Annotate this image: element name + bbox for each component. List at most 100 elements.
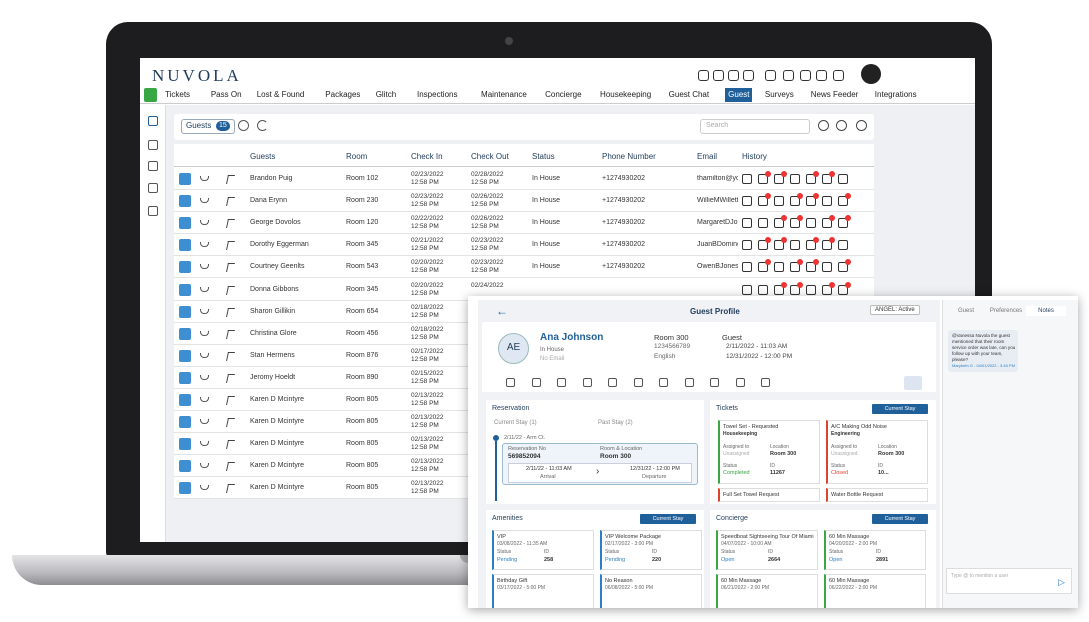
history-icon[interactable] (758, 196, 768, 207)
toolbar-icon[interactable] (836, 120, 847, 131)
column-header[interactable]: Status (532, 152, 555, 161)
history-icon[interactable] (790, 218, 800, 229)
row-checkbox[interactable] (179, 394, 191, 406)
history-icon[interactable] (742, 240, 752, 251)
panel-tab[interactable]: Guest (957, 308, 974, 314)
ticket-card[interactable] (826, 488, 928, 502)
sidebar-icon[interactable] (148, 161, 158, 171)
table-row[interactable] (174, 191, 874, 213)
item-card[interactable] (824, 530, 926, 570)
sidebar-icon[interactable] (148, 140, 158, 150)
sidebar-icon[interactable] (148, 183, 158, 193)
history-icon[interactable] (774, 196, 784, 207)
row-checkbox[interactable] (179, 239, 191, 252)
profile-action-icon[interactable] (659, 378, 668, 387)
table-row[interactable] (174, 257, 874, 279)
history-icon[interactable] (774, 284, 784, 295)
panel-tab[interactable]: Notes (1026, 306, 1066, 316)
history-icon[interactable] (774, 262, 784, 273)
nav-item[interactable]: Integrations (874, 90, 917, 99)
history-icon[interactable] (790, 240, 800, 251)
row-checkbox[interactable] (179, 327, 191, 340)
table-row[interactable] (174, 213, 874, 235)
item-card[interactable] (600, 574, 702, 608)
row-checkbox[interactable] (179, 261, 191, 274)
profile-action-icon[interactable] (684, 378, 694, 387)
history-icon[interactable] (742, 262, 752, 273)
nav-item[interactable]: Lost & Found (256, 90, 305, 99)
profile-action-icon[interactable] (633, 378, 643, 387)
header-icon[interactable] (800, 70, 811, 81)
history-icon[interactable] (838, 218, 848, 229)
nav-item[interactable]: Glitch (375, 90, 397, 99)
history-icon[interactable] (822, 240, 832, 251)
header-icon[interactable] (833, 70, 844, 81)
history-icon[interactable] (774, 218, 784, 229)
history-icon[interactable] (790, 284, 800, 295)
column-header[interactable]: History (742, 152, 767, 161)
agent-status[interactable]: ANGEL: Active (870, 305, 920, 315)
current-stay-button[interactable]: Current Stay (872, 404, 928, 414)
history-icon[interactable] (758, 174, 768, 184)
nav-item[interactable]: Housekeeping (600, 90, 652, 99)
nav-item[interactable]: Inspections (417, 90, 458, 99)
table-row[interactable] (174, 169, 874, 190)
profile-action-icon[interactable] (761, 378, 770, 387)
nav-item[interactable]: Surveys (764, 90, 794, 99)
current-stay-button[interactable]: Current Stay (872, 514, 928, 524)
add-button[interactable] (144, 88, 157, 102)
toolbar-icon[interactable] (818, 120, 829, 131)
column-header[interactable]: Guests (250, 152, 276, 161)
history-icon[interactable] (806, 262, 816, 273)
history-icon[interactable] (822, 196, 832, 207)
history-icon[interactable] (774, 174, 784, 184)
history-icon[interactable] (822, 174, 832, 184)
history-icon[interactable] (838, 262, 848, 273)
history-icon[interactable] (822, 218, 832, 229)
note-input[interactable]: Type @ to mention a user (946, 568, 1072, 594)
nav-item[interactable]: Guest (725, 88, 753, 102)
ticket-card[interactable] (826, 420, 928, 484)
stay-tab[interactable]: Past Stay (2) (598, 420, 633, 426)
nav-item[interactable]: Maintenance (481, 90, 527, 99)
history-icon[interactable] (742, 196, 752, 207)
collapse-button[interactable] (904, 376, 922, 390)
row-checkbox[interactable] (179, 482, 191, 495)
history-icon[interactable] (790, 262, 800, 273)
history-icon[interactable] (758, 284, 768, 295)
row-checkbox[interactable] (179, 195, 191, 208)
nav-item[interactable]: Concierge (545, 90, 582, 99)
column-header[interactable]: Check Out (471, 152, 509, 161)
row-checkbox[interactable] (179, 438, 191, 451)
row-checkbox[interactable] (179, 217, 191, 230)
history-icon[interactable] (758, 240, 768, 251)
history-icon[interactable] (806, 240, 816, 251)
history-icon[interactable] (742, 218, 752, 229)
nav-item[interactable]: Pass On (210, 90, 242, 99)
profile-action-icon[interactable] (735, 378, 745, 387)
column-header[interactable]: Email (697, 152, 718, 161)
back-arrow[interactable]: ← (496, 304, 508, 318)
row-checkbox[interactable] (179, 173, 191, 185)
history-icon[interactable] (806, 284, 816, 295)
add-icon[interactable] (238, 120, 249, 131)
history-icon[interactable] (822, 284, 832, 295)
header-icon[interactable] (743, 70, 754, 81)
send-icon[interactable]: ▷ (1058, 577, 1065, 587)
history-icon[interactable] (790, 196, 800, 207)
column-header[interactable]: Phone Number (602, 152, 656, 161)
profile-action-icon[interactable] (582, 378, 592, 387)
guests-tab[interactable] (181, 119, 235, 134)
history-icon[interactable] (774, 240, 784, 251)
nav-item[interactable]: News Feeder (810, 90, 859, 99)
profile-action-icon[interactable] (531, 378, 541, 387)
header-icon[interactable] (783, 70, 794, 81)
sidebar-icon[interactable] (148, 206, 158, 216)
header-icon[interactable] (728, 70, 739, 81)
table-row[interactable] (174, 235, 874, 257)
row-checkbox[interactable] (179, 283, 191, 296)
history-icon[interactable] (838, 196, 848, 207)
current-stay-button[interactable]: Current Stay (640, 514, 696, 524)
column-header[interactable]: Room (346, 152, 368, 161)
header-icon[interactable] (698, 70, 709, 81)
